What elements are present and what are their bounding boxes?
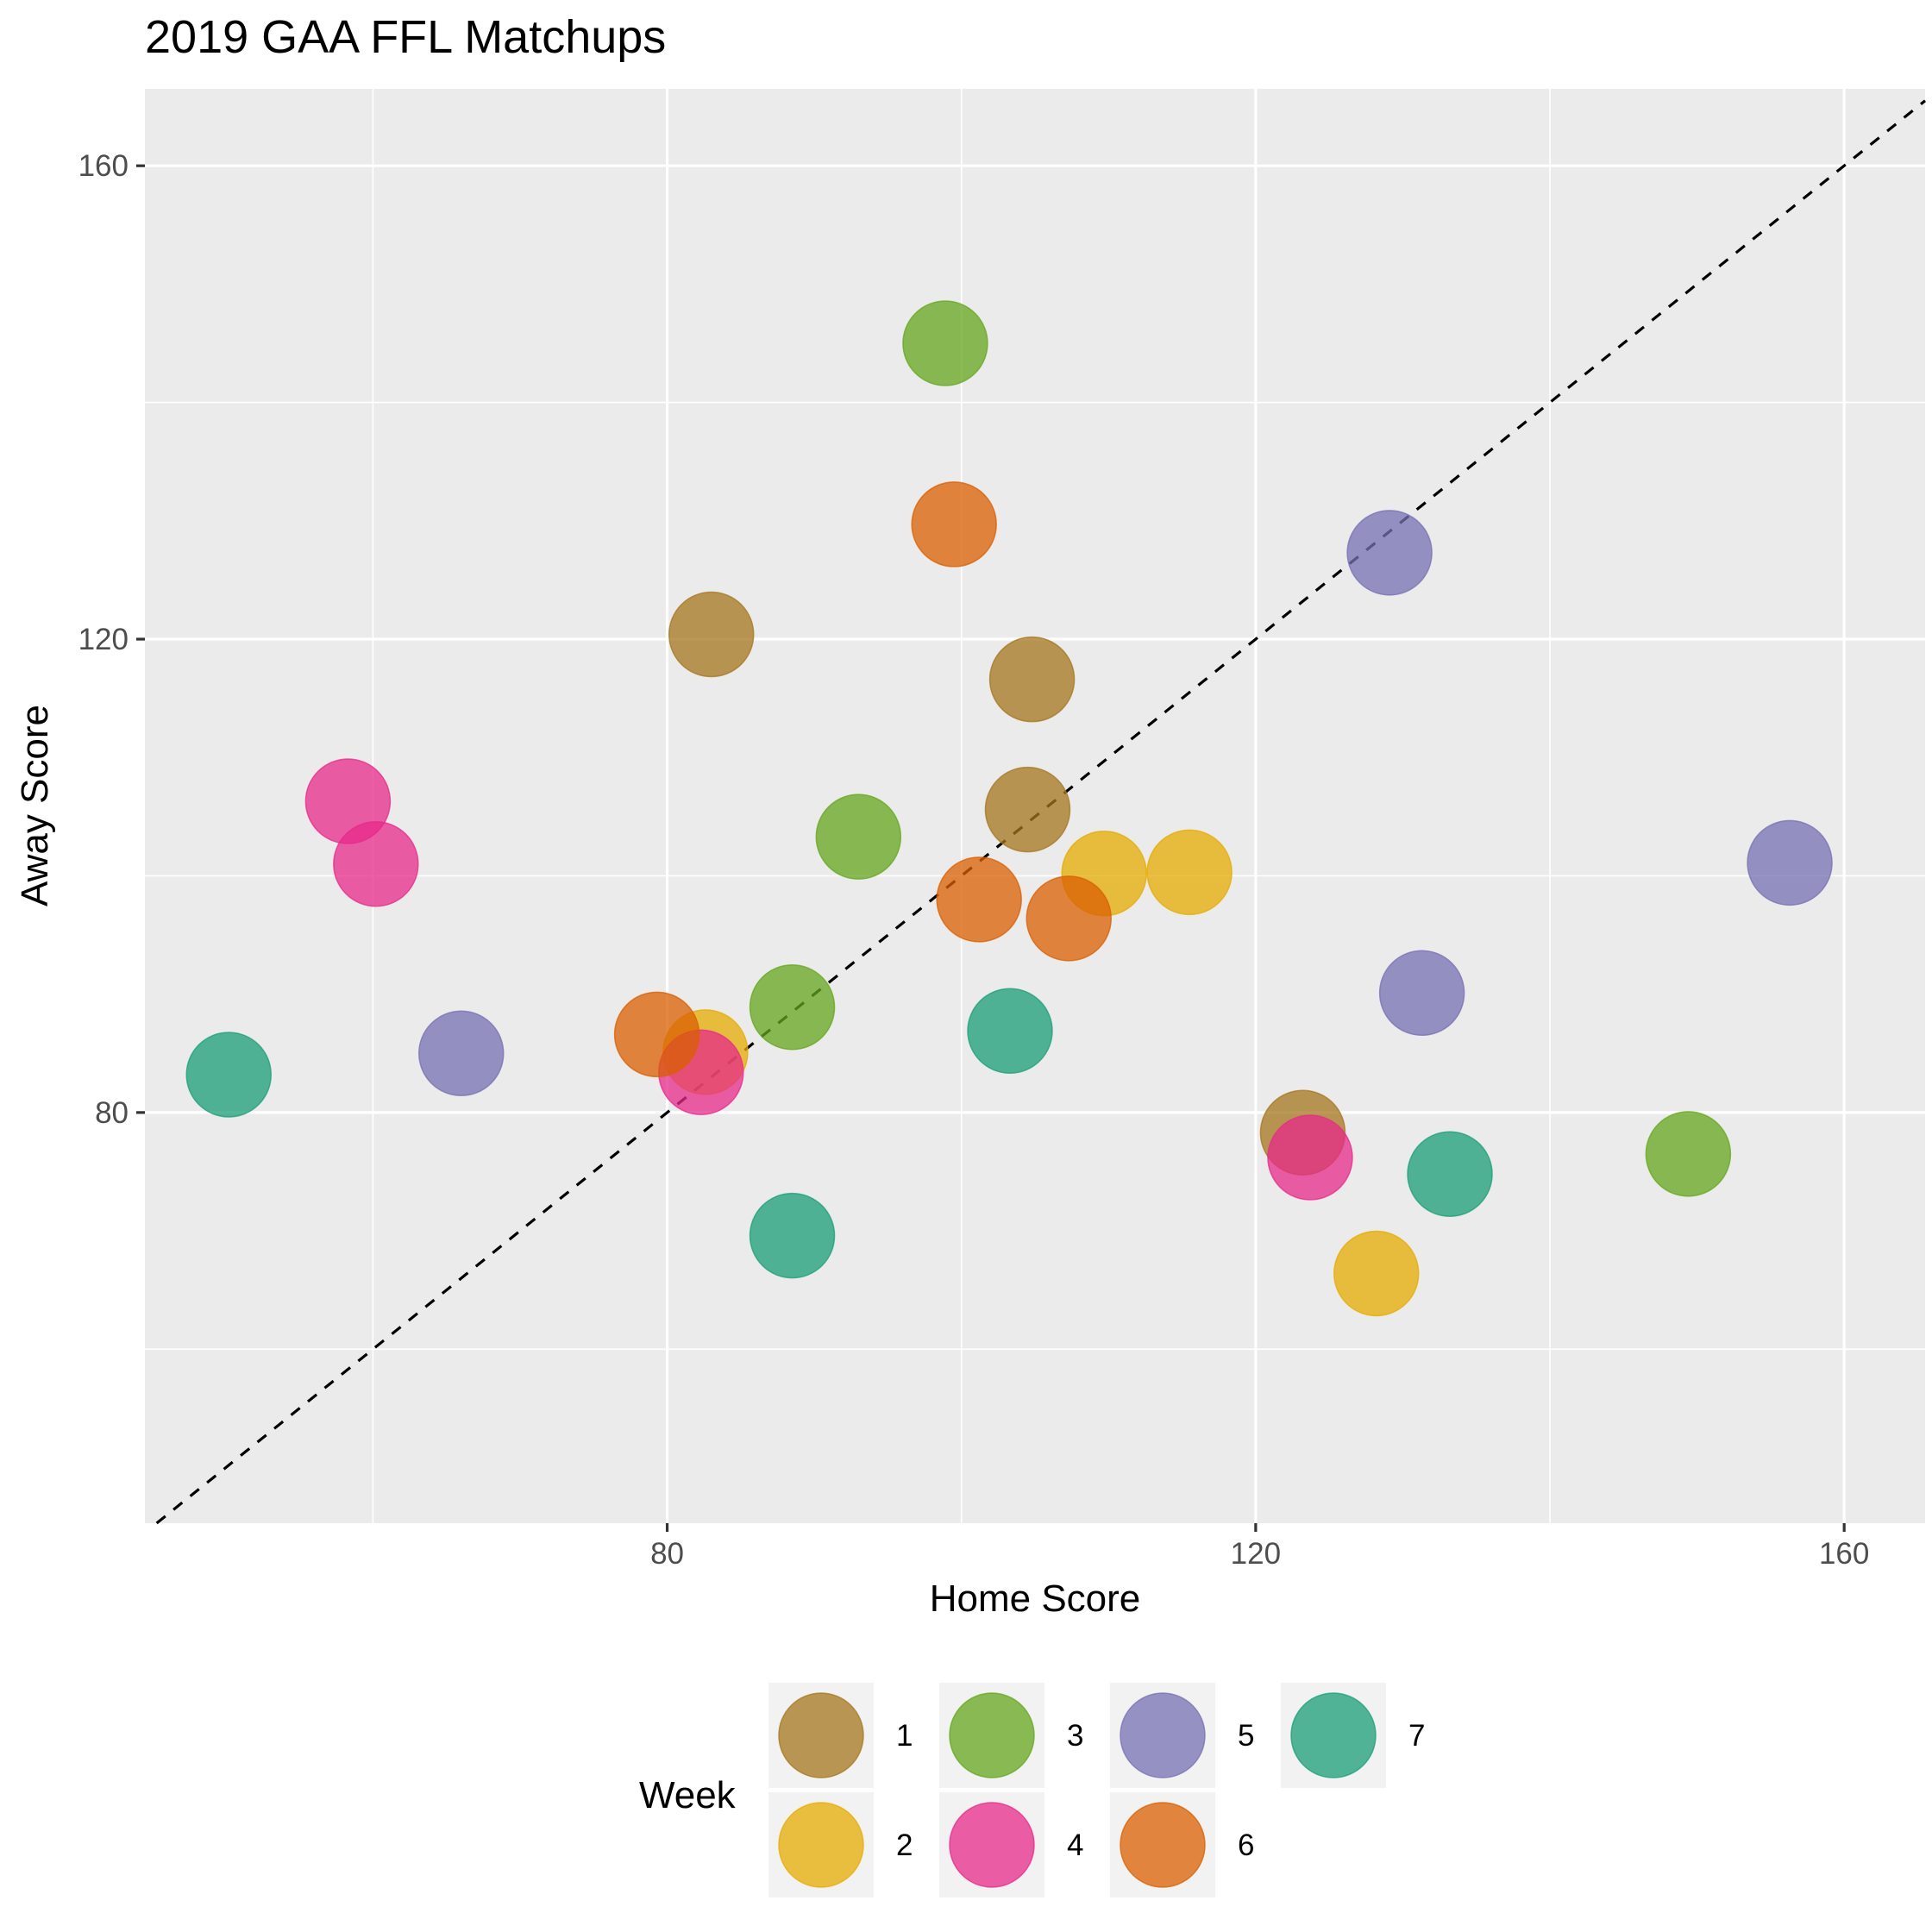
legend-key-week-6 bbox=[1120, 1802, 1206, 1888]
data-point-week-2 bbox=[1146, 829, 1233, 916]
legend-label: 3 bbox=[1067, 1719, 1083, 1753]
data-point-week-7 bbox=[1407, 1131, 1493, 1217]
legend-label: 2 bbox=[896, 1828, 913, 1862]
data-point-week-6 bbox=[911, 481, 997, 568]
data-point-week-2 bbox=[1333, 1230, 1420, 1317]
data-point-week-5 bbox=[417, 1010, 505, 1097]
legend-label: 5 bbox=[1238, 1719, 1254, 1753]
data-point-week-6 bbox=[1026, 875, 1112, 962]
data-point-week-1 bbox=[984, 766, 1071, 853]
data-point-week-5 bbox=[1747, 819, 1833, 906]
x-tick-label: 160 bbox=[1819, 1537, 1869, 1571]
y-axis: 80 120 160 bbox=[78, 149, 145, 1130]
x-tick-label: 120 bbox=[1231, 1537, 1281, 1571]
legend-title: Week bbox=[639, 1774, 737, 1816]
legend-label: 7 bbox=[1408, 1719, 1425, 1753]
legend-key-week-3 bbox=[949, 1692, 1035, 1778]
data-points bbox=[185, 300, 1833, 1317]
legend: Week 1 2 3 4 5 6 7 bbox=[639, 1683, 1425, 1898]
legend-key-week-7 bbox=[1290, 1692, 1377, 1778]
y-tick-label: 120 bbox=[78, 623, 129, 656]
y-tick-label: 80 bbox=[95, 1096, 129, 1130]
data-point-week-1 bbox=[988, 636, 1076, 723]
legend-label: 4 bbox=[1067, 1828, 1083, 1862]
data-point-week-7 bbox=[967, 988, 1053, 1074]
data-point-week-7 bbox=[749, 1192, 836, 1279]
data-point-week-6 bbox=[936, 856, 1022, 943]
legend-key-week-2 bbox=[778, 1802, 864, 1888]
chart-title: 2019 GAA FFL Matchups bbox=[145, 11, 666, 63]
data-point-week-1 bbox=[668, 591, 755, 678]
data-point-week-3 bbox=[1645, 1111, 1732, 1197]
legend-label: 1 bbox=[896, 1719, 913, 1753]
legend-key-week-5 bbox=[1120, 1692, 1206, 1778]
data-point-week-7 bbox=[185, 1032, 272, 1118]
legend-key-week-1 bbox=[778, 1692, 864, 1778]
x-axis-title: Home Score bbox=[930, 1578, 1141, 1620]
data-point-week-3 bbox=[902, 300, 988, 386]
y-tick-label: 160 bbox=[78, 149, 129, 183]
data-point-week-4 bbox=[1267, 1114, 1353, 1201]
y-axis-title: Away Score bbox=[14, 705, 56, 906]
x-tick-label: 80 bbox=[650, 1537, 684, 1571]
data-point-week-3 bbox=[749, 964, 836, 1051]
data-point-week-4 bbox=[333, 820, 419, 907]
data-point-week-5 bbox=[1346, 510, 1433, 596]
legend-key-week-4 bbox=[949, 1802, 1035, 1888]
data-point-week-6 bbox=[613, 991, 700, 1078]
data-point-week-3 bbox=[815, 794, 902, 880]
data-point-week-5 bbox=[1378, 950, 1465, 1037]
x-axis: 80 120 160 bbox=[650, 1523, 1869, 1571]
legend-label: 6 bbox=[1238, 1828, 1254, 1862]
